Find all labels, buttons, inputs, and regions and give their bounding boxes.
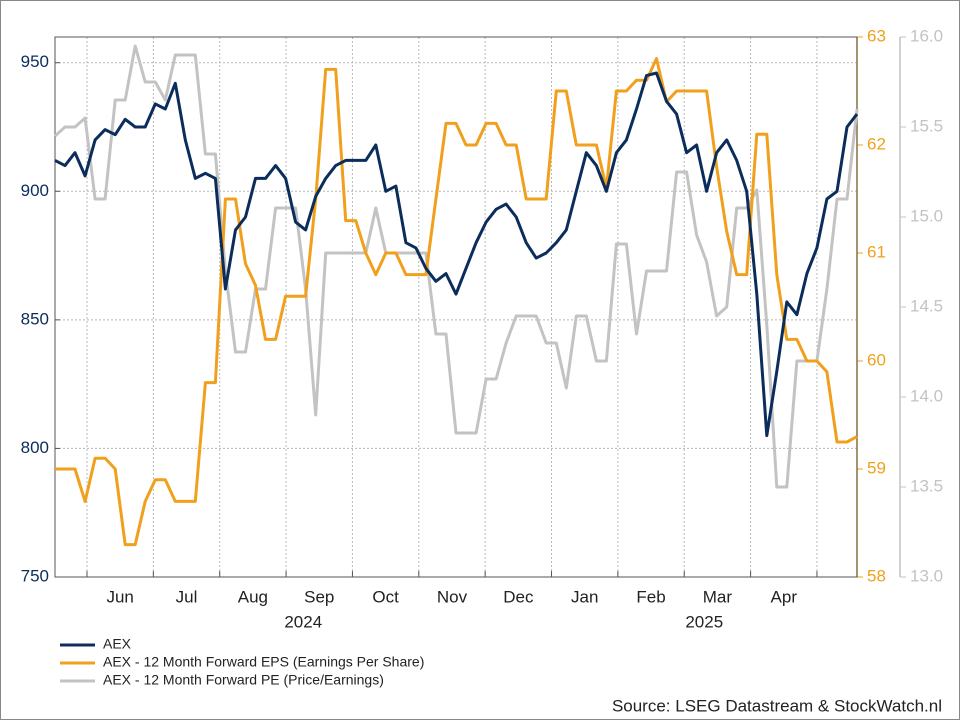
x-tick-label: Oct	[372, 587, 399, 606]
series-line	[54, 71, 859, 438]
x-tick-label: Sep	[304, 587, 334, 606]
x-tick-label: Dec	[503, 587, 534, 606]
x-tick-label: Apr	[771, 587, 798, 606]
x-tick-label: Jun	[106, 587, 133, 606]
y3-tick-label: 15.5	[910, 116, 943, 135]
y2-tick-label: 62	[867, 134, 886, 153]
y3-tick-label: 14.5	[910, 296, 943, 315]
legend-label: AEX - 12 Month Forward PE (Price/Earning…	[103, 672, 384, 688]
y2-tick-label: 59	[867, 458, 886, 477]
x-tick-label: Jul	[176, 587, 198, 606]
x-tick-label: Mar	[703, 587, 733, 606]
x-year-label: 2024	[284, 612, 322, 631]
y3-tick-label: 13.0	[910, 566, 943, 585]
series-line	[53, 44, 859, 489]
y3-tick-label: 15.0	[910, 206, 943, 225]
y-tick-label: 850	[21, 309, 49, 328]
y3-tick-label: 14.0	[910, 386, 943, 405]
x-tick-label: Aug	[238, 587, 268, 606]
y2-tick-label: 58	[867, 566, 886, 585]
y3-tick-label: 13.5	[910, 476, 943, 495]
source: Source: LSEG Datastream & StockWatch.nl	[612, 696, 942, 715]
y-tick-label: 900	[21, 181, 49, 200]
series-line	[55, 57, 858, 547]
y-tick-label: 800	[21, 438, 49, 457]
x-year-label: 2025	[685, 612, 723, 631]
y-tick-label: 750	[21, 566, 49, 585]
x-tick-label: Feb	[636, 587, 665, 606]
y3-tick-label: 16.0	[910, 26, 943, 45]
x-tick-label: Jan	[571, 587, 598, 606]
y2-tick-label: 60	[867, 350, 886, 369]
y2-tick-label: 63	[867, 26, 886, 45]
legend-label: AEX	[103, 636, 132, 652]
x-tick-label: Nov	[437, 587, 468, 606]
plot-frame	[54, 36, 858, 578]
y2-tick-label: 61	[867, 242, 886, 261]
legend-label: AEX - 12 Month Forward EPS (Earnings Per…	[103, 654, 424, 670]
y-tick-label: 950	[21, 52, 49, 71]
